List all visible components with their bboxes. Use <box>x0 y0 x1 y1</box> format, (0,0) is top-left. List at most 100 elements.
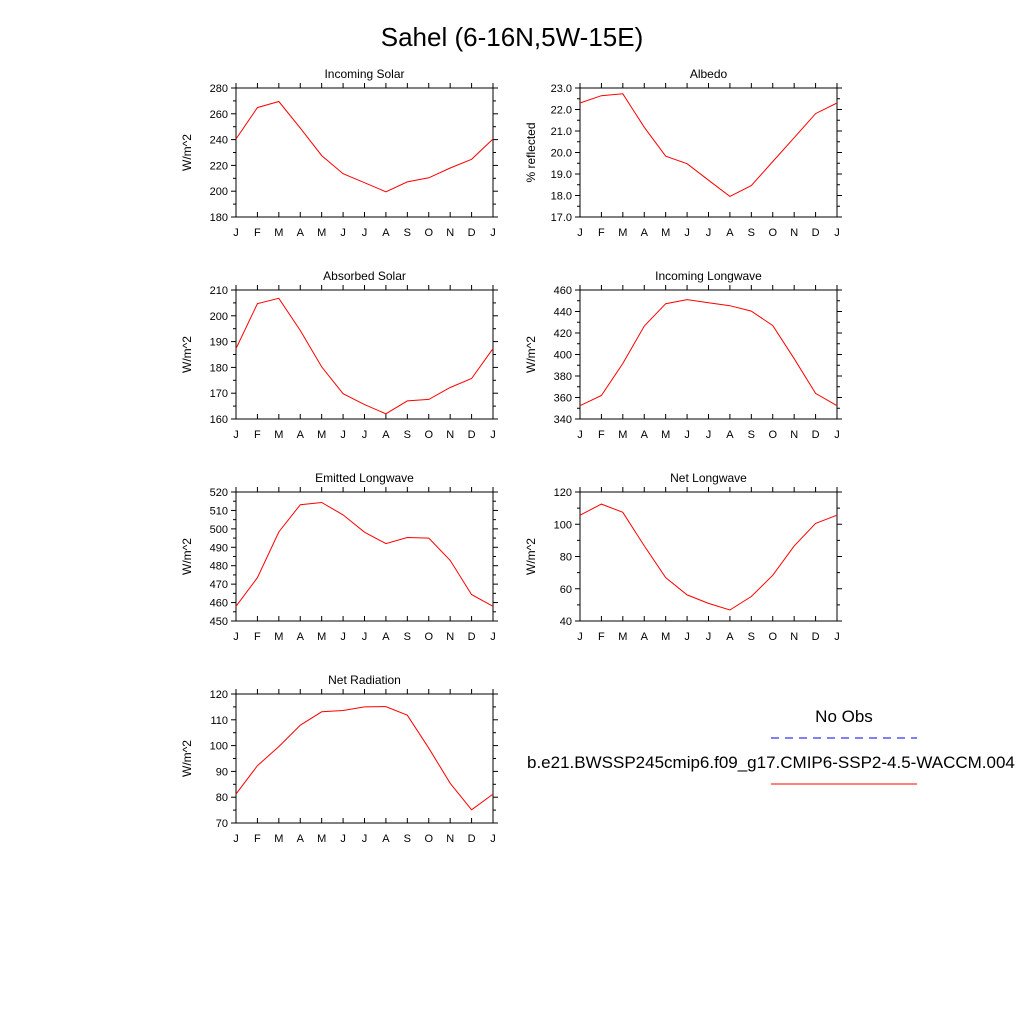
x-tick-label: J <box>834 631 840 643</box>
x-tick-label: D <box>812 631 820 643</box>
x-tick-label: A <box>726 227 734 239</box>
x-tick-label: A <box>641 227 649 239</box>
x-tick-label: A <box>382 631 390 643</box>
y-axis-label: W/m^2 <box>180 134 194 171</box>
panel-title: Incoming Solar <box>324 67 404 81</box>
x-tick-label: O <box>424 631 433 643</box>
x-tick-label: S <box>404 429 411 441</box>
y-tick-label: 22.0 <box>551 105 572 117</box>
x-tick-label: M <box>274 631 283 643</box>
x-tick-label: J <box>577 429 583 441</box>
y-tick-label: 400 <box>554 350 572 362</box>
x-tick-label: A <box>297 227 305 239</box>
y-axis-label: W/m^2 <box>180 336 194 373</box>
x-tick-label: J <box>490 631 496 643</box>
panel-title: Absorbed Solar <box>323 269 406 283</box>
x-tick-label: J <box>490 227 496 239</box>
x-tick-label: F <box>254 429 261 441</box>
x-tick-label: N <box>446 631 454 643</box>
x-tick-label: M <box>661 227 670 239</box>
y-axis-label: W/m^2 <box>180 538 194 575</box>
plot-frame <box>235 87 494 218</box>
x-tick-label: J <box>490 833 496 845</box>
x-tick-label: M <box>618 631 627 643</box>
x-tick-label: D <box>468 631 476 643</box>
y-tick-label: 100 <box>210 741 228 753</box>
figure-title: Sahel (6-16N,5W-15E) <box>381 22 644 52</box>
x-tick-label: D <box>468 833 476 845</box>
chart-panel-1: J F M A M J J A S O N D J180200220240260280Incoming … <box>180 67 498 239</box>
plot-frame <box>235 289 494 420</box>
x-tick-label: J <box>684 429 690 441</box>
x-tick-label: J <box>684 631 690 643</box>
series-line <box>235 297 494 415</box>
x-tick-label: M <box>317 429 326 441</box>
y-tick-label: 180 <box>210 362 228 374</box>
x-tick-label: M <box>317 631 326 643</box>
x-tick-label: M <box>274 429 283 441</box>
x-tick-label: S <box>748 227 755 239</box>
y-tick-label: 380 <box>554 371 572 383</box>
x-tick-label: J <box>577 631 583 643</box>
y-tick-label: 490 <box>210 542 228 554</box>
x-tick-label: D <box>812 429 820 441</box>
y-tick-label: 280 <box>210 83 228 95</box>
y-tick-label: 19.0 <box>551 169 572 181</box>
x-tick-label: J <box>362 833 368 845</box>
x-tick-label: J <box>233 227 239 239</box>
series-line <box>579 299 838 407</box>
x-tick-label: D <box>468 429 476 441</box>
y-tick-label: 240 <box>210 135 228 147</box>
y-tick-label: 180 <box>210 212 228 224</box>
x-tick-label: J <box>340 631 346 643</box>
panel-title: Net Radiation <box>328 673 401 687</box>
x-tick-label: A <box>382 429 390 441</box>
x-tick-label: J <box>233 833 239 845</box>
x-tick-label: S <box>404 833 411 845</box>
x-tick-label: M <box>317 833 326 845</box>
series-line <box>235 501 494 607</box>
y-tick-label: 220 <box>210 160 228 172</box>
x-tick-label: N <box>790 227 798 239</box>
x-tick-label: A <box>297 833 305 845</box>
legend-obs-label: No Obs <box>815 707 873 726</box>
y-axis-label: W/m^2 <box>180 740 194 777</box>
y-tick-label: 20.0 <box>551 148 572 160</box>
plot-frame <box>579 87 838 218</box>
panel-title: Incoming Longwave <box>655 269 762 283</box>
series-line <box>579 503 838 611</box>
series-line <box>235 100 494 193</box>
y-tick-label: 17.0 <box>551 212 572 224</box>
legend: No Obs b.e21.BWSSP245cmip6.f09_g17.CMIP6… <box>527 707 1015 785</box>
x-tick-label: J <box>362 631 368 643</box>
y-tick-label: 21.0 <box>551 126 572 138</box>
x-tick-label: M <box>274 227 283 239</box>
x-tick-label: J <box>684 227 690 239</box>
y-tick-label: 170 <box>210 388 228 400</box>
chart-panel-4: J F M A M J J A S O N D J340360380400420440460Incomi… <box>524 269 842 441</box>
x-tick-label: M <box>274 833 283 845</box>
x-tick-label: F <box>254 833 261 845</box>
x-tick-label: O <box>424 227 433 239</box>
y-tick-label: 100 <box>554 519 572 531</box>
panel-title: Net Longwave <box>670 471 747 485</box>
y-tick-label: 23.0 <box>551 83 572 95</box>
x-tick-label: J <box>340 227 346 239</box>
y-axis-label: W/m^2 <box>524 538 538 575</box>
x-tick-label: D <box>812 227 820 239</box>
x-tick-label: A <box>297 429 305 441</box>
x-tick-label: J <box>362 227 368 239</box>
x-tick-label: J <box>834 227 840 239</box>
y-axis-label: % reflected <box>524 122 538 182</box>
y-tick-label: 460 <box>210 598 228 610</box>
x-tick-label: M <box>661 429 670 441</box>
panel-title: Albedo <box>690 67 728 81</box>
x-tick-label: A <box>382 227 390 239</box>
x-tick-label: N <box>446 429 454 441</box>
y-tick-label: 200 <box>210 311 228 323</box>
y-tick-label: 210 <box>210 285 228 297</box>
x-tick-label: O <box>768 227 777 239</box>
x-tick-label: J <box>233 631 239 643</box>
